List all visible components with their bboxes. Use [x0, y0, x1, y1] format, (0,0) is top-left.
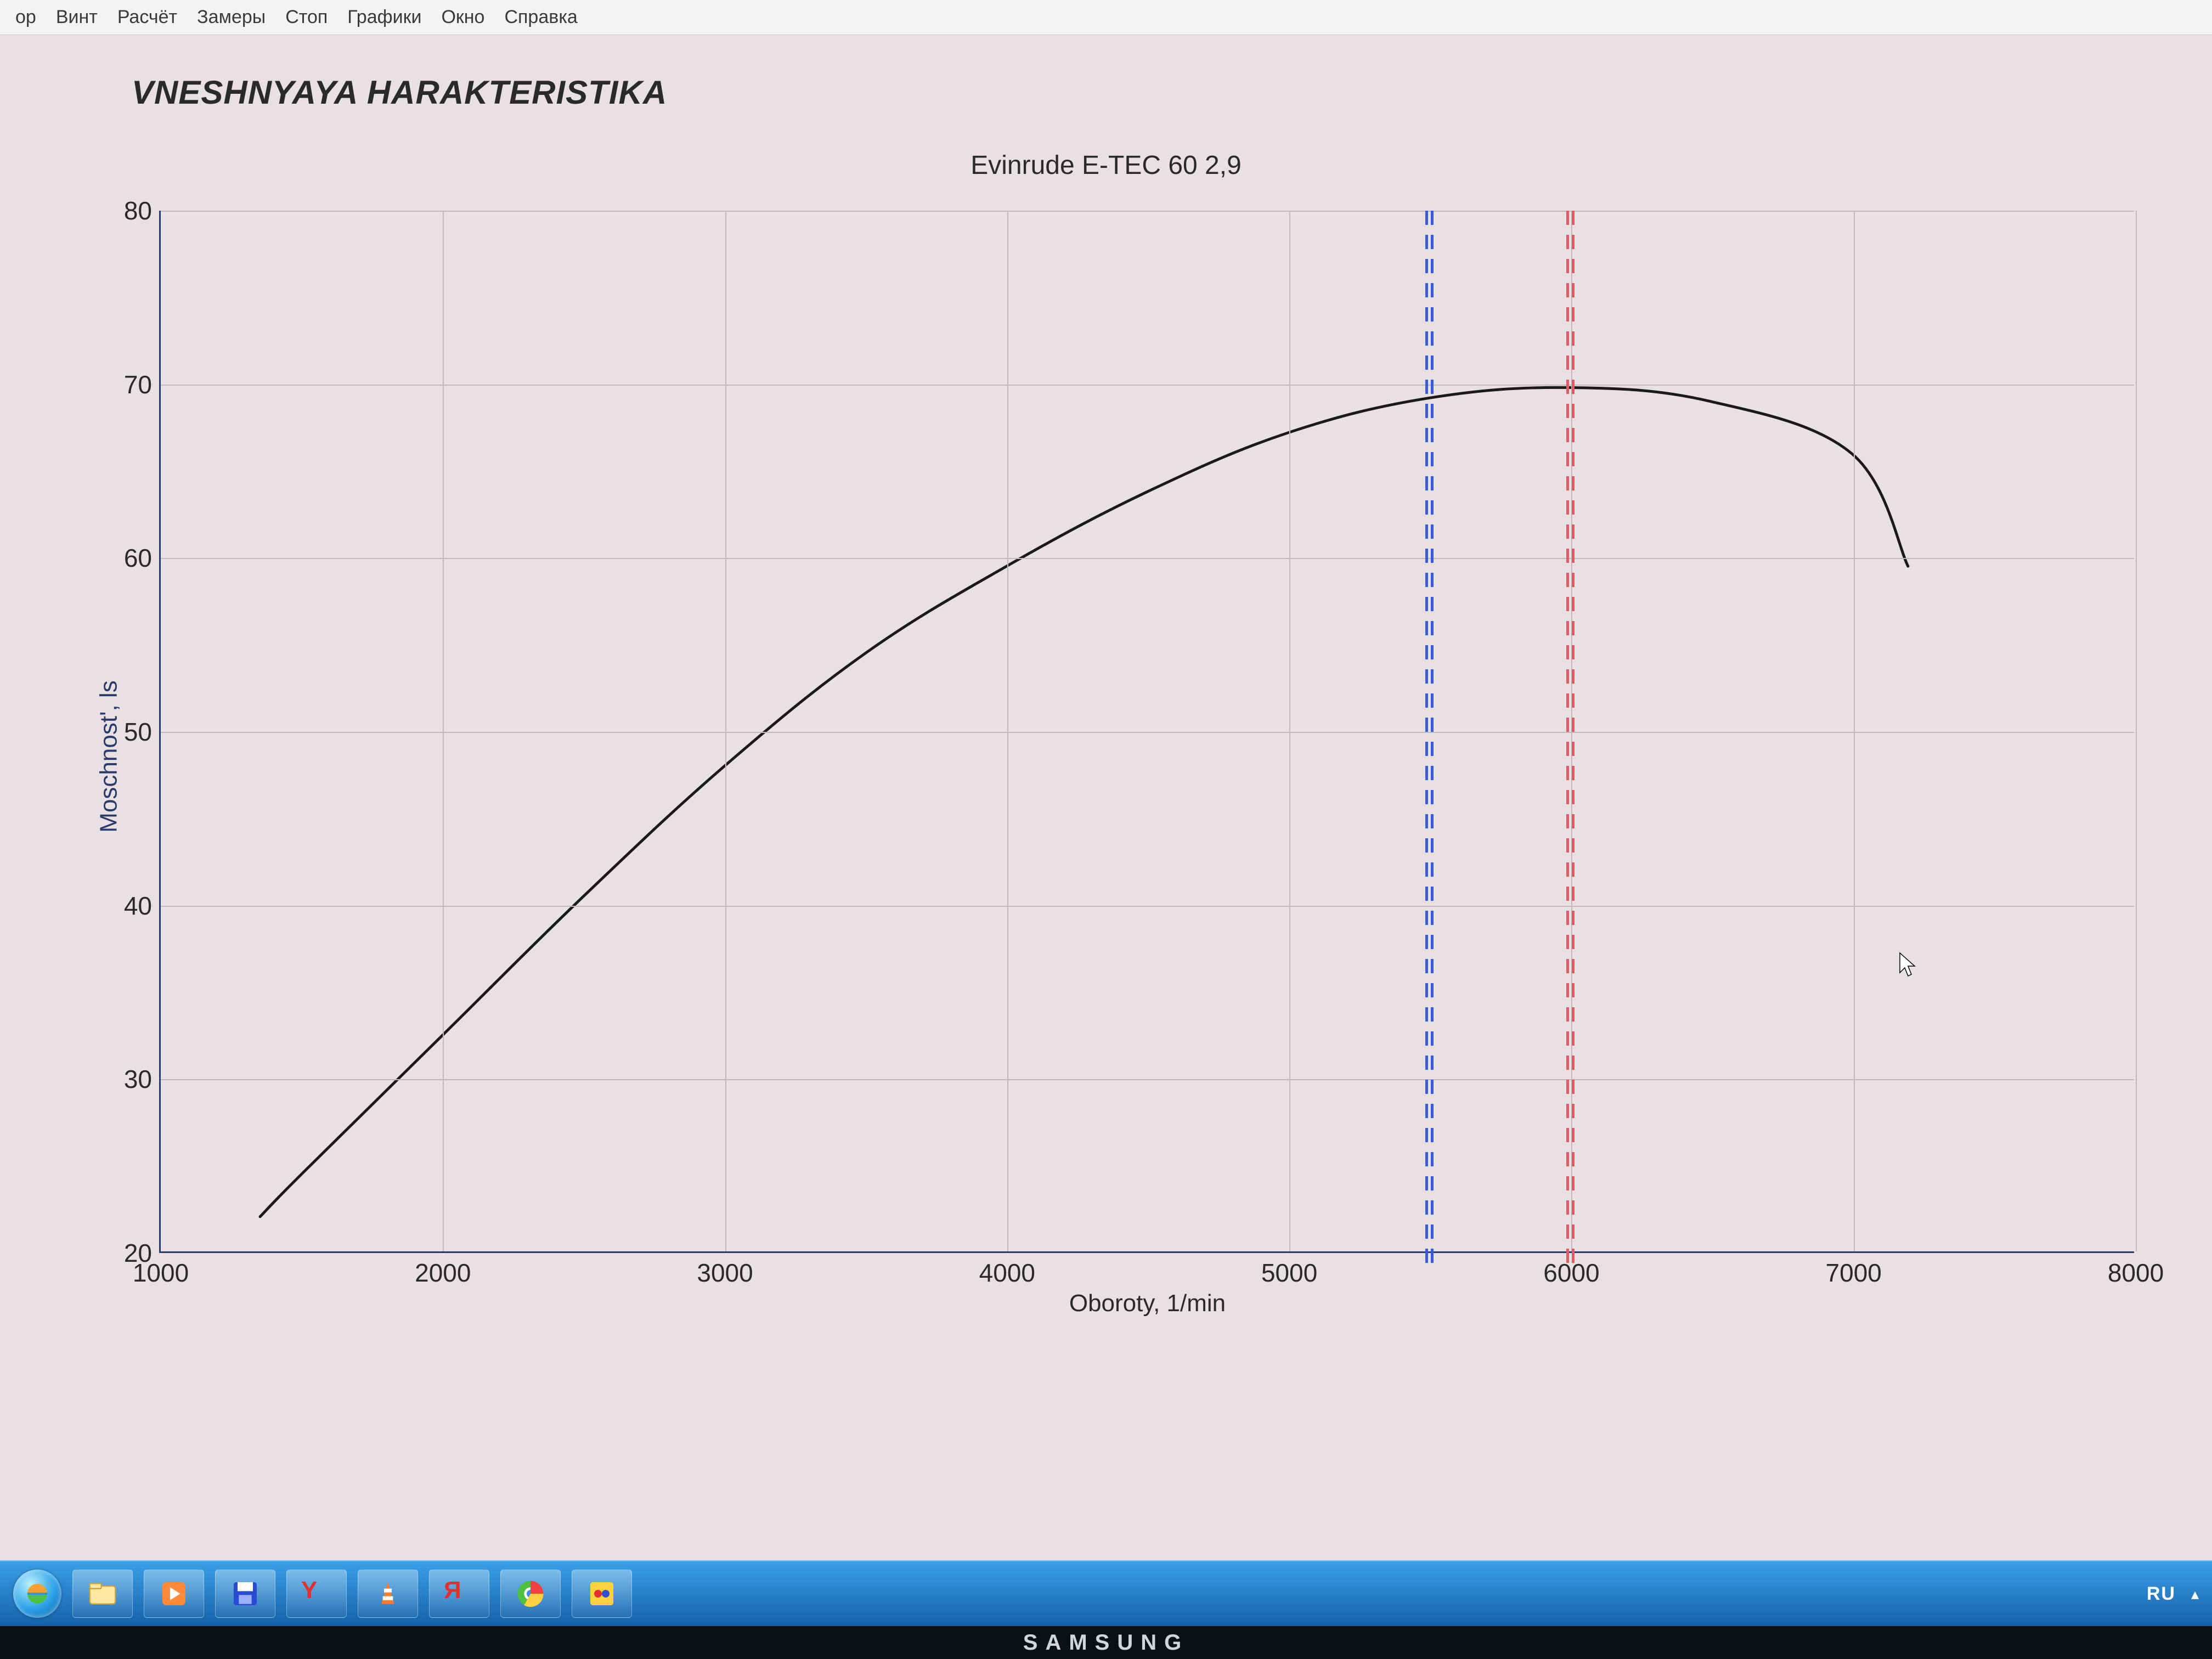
chart-area: VNESHNYAYA HARAKTERISTIKA Evinrude E-TEC… [0, 35, 2212, 1560]
xtick-label: 6000 [1543, 1258, 1599, 1288]
gridline-v [443, 211, 444, 1251]
menu-item-1[interactable]: Винт [46, 7, 108, 28]
power-curve [161, 211, 2134, 1251]
xtick-label: 2000 [415, 1258, 471, 1288]
gridline-v [725, 211, 726, 1251]
menu-item-3[interactable]: Замеры [187, 7, 275, 28]
taskbar-chrome-icon[interactable] [500, 1570, 561, 1618]
gridline-v [1289, 211, 1290, 1251]
ytick-label: 30 [124, 1064, 152, 1094]
gridline-v [2136, 211, 2137, 1251]
ytick-label: 80 [124, 196, 152, 225]
chart-plot: Moschnost', ls Oboroty, 1/min 2030405060… [93, 194, 2156, 1319]
taskbar-yandex-icon[interactable]: Y [286, 1570, 347, 1618]
chart-title: VNESHNYAYA HARAKTERISTIKA [132, 74, 667, 111]
ytick-label: 60 [124, 543, 152, 573]
gridline-h [161, 732, 2134, 733]
xtick-label: 5000 [1261, 1258, 1317, 1288]
start-button[interactable] [13, 1570, 61, 1618]
taskbar-app-icon[interactable] [572, 1570, 632, 1618]
taskbar-save-icon[interactable] [215, 1570, 275, 1618]
gridline-v [1854, 211, 1855, 1251]
xtick-label: 8000 [2108, 1258, 2164, 1288]
monitor-bezel: SAMSUNG [0, 1626, 2212, 1659]
vertical-marker [1425, 211, 1435, 1251]
gridline-v [1007, 211, 1008, 1251]
y-axis-label: Moschnost', ls [95, 680, 123, 832]
gridline-h [161, 211, 2134, 212]
xtick-label: 1000 [133, 1258, 189, 1288]
app-window: орВинтРасчётЗамерыСтопГрафикиОкноСправка… [0, 0, 2212, 1659]
x-axis-label: Oboroty, 1/min [1069, 1290, 1226, 1317]
gridline-h [161, 906, 2134, 907]
chart-subtitle: Evinrude E-TEC 60 2,9 [970, 150, 1242, 180]
xtick-label: 3000 [697, 1258, 753, 1288]
menu-item-5[interactable]: Графики [337, 7, 431, 28]
gridline-h [161, 385, 2134, 386]
system-tray[interactable]: RU ▴ [2147, 1583, 2199, 1605]
plot-inner: Oboroty, 1/min 2030405060708010002000300… [159, 211, 2134, 1253]
taskbar-ya-letter-icon[interactable]: Я [429, 1570, 489, 1618]
vertical-marker [1566, 211, 1576, 1251]
ytick-label: 70 [124, 370, 152, 399]
power-curve-path [260, 387, 1908, 1216]
menu-item-2[interactable]: Расчёт [108, 7, 187, 28]
tray-lang[interactable]: RU [2147, 1583, 2176, 1605]
menu-item-7[interactable]: Справка [494, 7, 587, 28]
tray-show-hidden-icon[interactable]: ▴ [2191, 1585, 2199, 1603]
gridline-h [161, 1079, 2134, 1080]
ytick-label: 50 [124, 717, 152, 747]
mouse-cursor [1898, 951, 1918, 984]
xtick-label: 7000 [1826, 1258, 1882, 1288]
gridline-h [161, 558, 2134, 559]
menubar: орВинтРасчётЗамерыСтопГрафикиОкноСправка [0, 0, 2212, 35]
monitor-brand: SAMSUNG [1023, 1630, 1189, 1655]
taskbar-media-icon[interactable] [144, 1570, 204, 1618]
taskbar-vlc-icon[interactable] [358, 1570, 418, 1618]
xtick-label: 4000 [979, 1258, 1035, 1288]
taskbar-explorer-icon[interactable] [72, 1570, 133, 1618]
ytick-label: 40 [124, 891, 152, 921]
menu-item-4[interactable]: Стоп [275, 7, 337, 28]
menu-item-6[interactable]: Окно [431, 7, 494, 28]
menu-item-0[interactable]: ор [5, 7, 46, 28]
taskbar: Y Я RU ▴ [0, 1560, 2212, 1626]
